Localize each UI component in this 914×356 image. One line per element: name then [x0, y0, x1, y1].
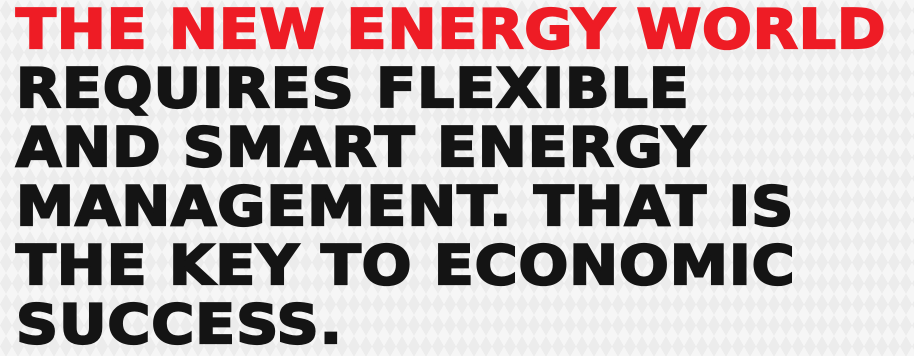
headline-line-1: THE NEW ENERGY WORLD	[15, 0, 887, 61]
headline-line-3: AND SMART ENERGY	[15, 116, 706, 179]
headline-line-4: MANAGEMENT. THAT IS	[15, 175, 795, 238]
headline-line-5: THE KEY TO ECONOMIC	[15, 234, 796, 297]
headline-line-2: REQUIRES FLEXIBLE	[15, 57, 690, 120]
headline-line-6: SUCCESS.	[15, 293, 343, 356]
headline: THE NEW ENERGY WORLD REQUIRES FLEXIBLE A…	[15, 0, 887, 356]
